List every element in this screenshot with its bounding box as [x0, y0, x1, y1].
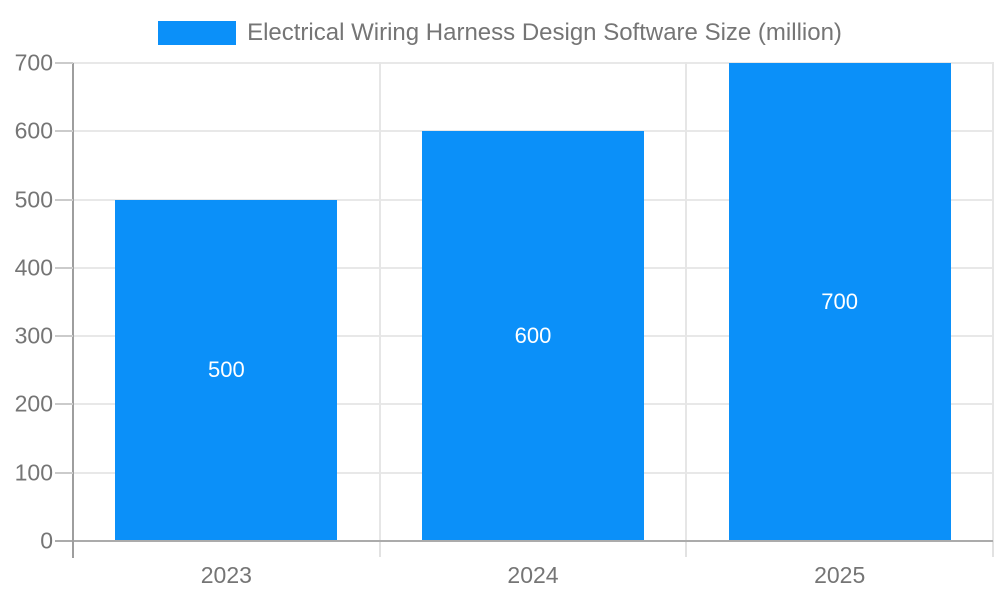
x-axis-tick [992, 541, 994, 557]
y-axis-tick-label: 400 [14, 254, 53, 281]
x-axis-tick [685, 541, 688, 557]
y-axis-tick [55, 130, 73, 133]
x-axis-line [55, 540, 993, 542]
bar-value-label: 600 [514, 323, 552, 349]
x-axis-tick [378, 541, 381, 557]
y-axis-tick [55, 198, 73, 201]
legend-swatch [158, 21, 237, 45]
y-axis-tick [55, 471, 73, 474]
y-axis-tick-label: 100 [14, 459, 53, 486]
y-axis-line [72, 63, 74, 558]
y-axis-tick-label: 0 [40, 527, 53, 554]
y-axis-tick [55, 266, 73, 269]
y-axis-tick-label: 700 [14, 49, 53, 76]
category-separator-line [685, 62, 688, 541]
y-axis-tick [55, 403, 73, 406]
chart-legend: Electrical Wiring Harness Design Softwar… [0, 19, 1000, 47]
category-separator-line [992, 62, 994, 541]
y-axis-tick-label: 500 [14, 186, 53, 213]
category-separator-line [378, 62, 381, 541]
bar: 500 [115, 199, 338, 541]
bar: 600 [422, 131, 644, 541]
bar: 700 [728, 63, 951, 541]
y-axis-tick [55, 335, 73, 338]
y-axis-tick-label: 300 [14, 322, 53, 349]
y-axis-tick-label: 600 [14, 117, 53, 144]
y-gridline [73, 62, 993, 64]
x-axis-label: 2023 [200, 562, 252, 588]
bar-value-label: 500 [207, 357, 245, 383]
y-axis-tick [55, 62, 73, 64]
legend-label: Electrical Wiring Harness Design Softwar… [247, 19, 842, 46]
x-axis-label: 2025 [814, 562, 866, 588]
bar-value-label: 700 [821, 289, 859, 314]
y-axis-tick-label: 200 [14, 390, 53, 417]
x-axis-label: 2024 [507, 562, 559, 588]
